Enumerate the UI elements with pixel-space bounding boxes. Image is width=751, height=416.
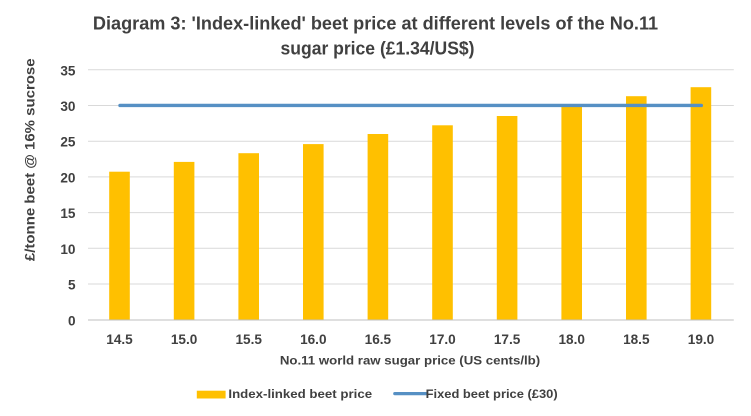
svg-text:0: 0 [68, 313, 76, 328]
svg-text:Fixed beet price (£30): Fixed beet price (£30) [426, 387, 558, 401]
svg-text:Diagram 3: 'Index-linked' beet: Diagram 3: 'Index-linked' beet price at … [93, 12, 658, 33]
svg-text:35: 35 [60, 63, 76, 78]
svg-text:25: 25 [60, 135, 76, 150]
svg-text:sugar price (£1.34/US$): sugar price (£1.34/US$) [281, 38, 475, 59]
svg-text:£/tonne beet @ 16% sucrose: £/tonne beet @ 16% sucrose [23, 58, 38, 261]
svg-text:16.0: 16.0 [300, 332, 326, 347]
svg-text:14.5: 14.5 [106, 332, 133, 347]
svg-text:15: 15 [60, 206, 76, 221]
svg-text:17.0: 17.0 [429, 332, 455, 347]
svg-text:16.5: 16.5 [365, 332, 392, 347]
svg-text:18.0: 18.0 [558, 332, 584, 347]
svg-text:No.11 world raw sugar price (U: No.11 world raw sugar price (US cents/lb… [280, 353, 540, 367]
svg-text:Index-linked beet price: Index-linked beet price [228, 386, 372, 400]
svg-text:15.5: 15.5 [235, 332, 262, 347]
svg-text:10: 10 [60, 242, 75, 257]
svg-text:18.5: 18.5 [623, 332, 650, 347]
svg-text:15.0: 15.0 [171, 332, 197, 347]
svg-text:5: 5 [68, 278, 76, 293]
svg-text:17.5: 17.5 [494, 332, 521, 347]
svg-text:20: 20 [60, 170, 75, 185]
svg-text:19.0: 19.0 [688, 332, 714, 347]
svg-text:30: 30 [60, 99, 75, 114]
